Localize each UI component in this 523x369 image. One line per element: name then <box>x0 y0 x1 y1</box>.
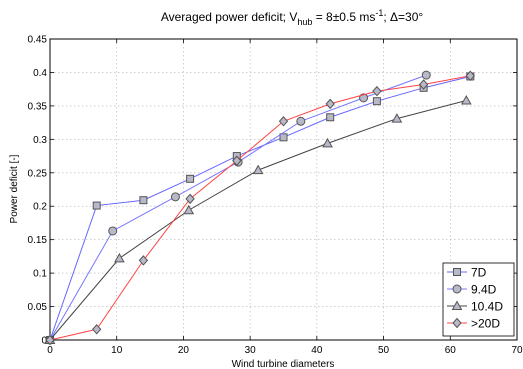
data-point <box>465 70 475 82</box>
legend-label: 9.4D <box>471 283 497 297</box>
data-point <box>372 85 382 97</box>
data-point <box>108 226 118 236</box>
legend-marker <box>452 317 462 329</box>
data-point <box>183 204 195 215</box>
chart-title-middle: = 8±0.5 ms <box>312 10 375 24</box>
legend-item: 7D <box>447 266 487 280</box>
series-line <box>49 100 467 341</box>
x-tick-label: 0 <box>47 345 53 356</box>
data-point <box>252 164 264 175</box>
data-point <box>186 174 195 183</box>
x-tick-label: 60 <box>445 345 457 356</box>
y-tick-label: 0.25 <box>28 168 48 179</box>
series-line <box>49 75 471 341</box>
data-point <box>325 98 335 110</box>
series-layer <box>44 70 475 346</box>
chart-title-subscript: hub <box>297 17 312 27</box>
legend-item: 9.4D <box>447 283 497 297</box>
legend-label: 10.4D <box>471 300 503 314</box>
data-point <box>418 79 429 90</box>
y-tick-label: 0.3 <box>33 135 47 146</box>
legend-marker <box>451 300 463 310</box>
data-point <box>322 137 333 148</box>
y-tick-label: 0.4 <box>33 68 47 79</box>
x-tick-label: 40 <box>311 345 323 356</box>
legend-item: 10.4D <box>447 300 503 314</box>
x-axis-label: Wind turbine diameters <box>232 359 335 369</box>
data-point <box>296 116 306 126</box>
y-tick-label: 0.35 <box>28 101 48 112</box>
series-1 <box>46 72 475 344</box>
data-point <box>92 201 101 210</box>
x-tick-label: 70 <box>511 345 523 356</box>
chart-title-prefix: Averaged power deficit; V <box>161 10 298 24</box>
y-tick-label: 0 <box>41 336 47 347</box>
y-axis-label: Power deficit [-] <box>9 154 20 223</box>
y-tick-label: 0.15 <box>28 235 48 246</box>
legend-label: >20D <box>471 317 500 331</box>
tick-layer: 0 10 20 30 40 50 60 70 0 0.05 0.1 0.15 0.2 0.25 0.3 0.3… <box>28 35 523 357</box>
data-point <box>372 97 381 106</box>
data-point <box>170 192 180 202</box>
legend-marker <box>452 284 462 294</box>
legend-marker <box>453 268 461 276</box>
y-tick-label: 0.05 <box>28 302 48 313</box>
data-point <box>391 113 403 123</box>
data-point <box>138 255 149 266</box>
x-tick-label: 20 <box>178 345 190 356</box>
data-point <box>421 70 431 80</box>
x-tick-label: 50 <box>378 345 390 356</box>
data-point <box>232 155 242 166</box>
data-point <box>45 334 55 346</box>
x-tick-label: 30 <box>245 345 257 356</box>
legend-item: >20D <box>447 317 500 331</box>
legend-label: 7D <box>471 266 487 280</box>
data-point <box>460 95 472 105</box>
legend: 7D 9.4D 10.4D >20D <box>442 262 515 337</box>
data-point <box>185 193 195 205</box>
x-tick-label: 10 <box>111 345 123 356</box>
series-2 <box>45 70 431 345</box>
series-4 <box>45 70 475 346</box>
data-point <box>114 252 125 263</box>
series-line <box>49 75 471 341</box>
data-point <box>278 116 289 127</box>
y-tick-label: 0.1 <box>33 269 47 280</box>
plot-frame <box>49 38 518 341</box>
data-point <box>279 133 288 142</box>
y-tick-label: 0.2 <box>33 202 47 213</box>
chart-title-suffix: ; Δ=30° <box>383 10 423 24</box>
series-line <box>49 74 427 341</box>
data-point <box>326 113 335 122</box>
data-point <box>139 196 148 205</box>
chart-title: Averaged power deficit; Vhub = 8±0.5 ms-… <box>161 8 424 27</box>
chart-title-superscript: -1 <box>375 8 383 18</box>
y-tick-label: 0.45 <box>28 35 48 46</box>
data-point <box>92 324 102 335</box>
